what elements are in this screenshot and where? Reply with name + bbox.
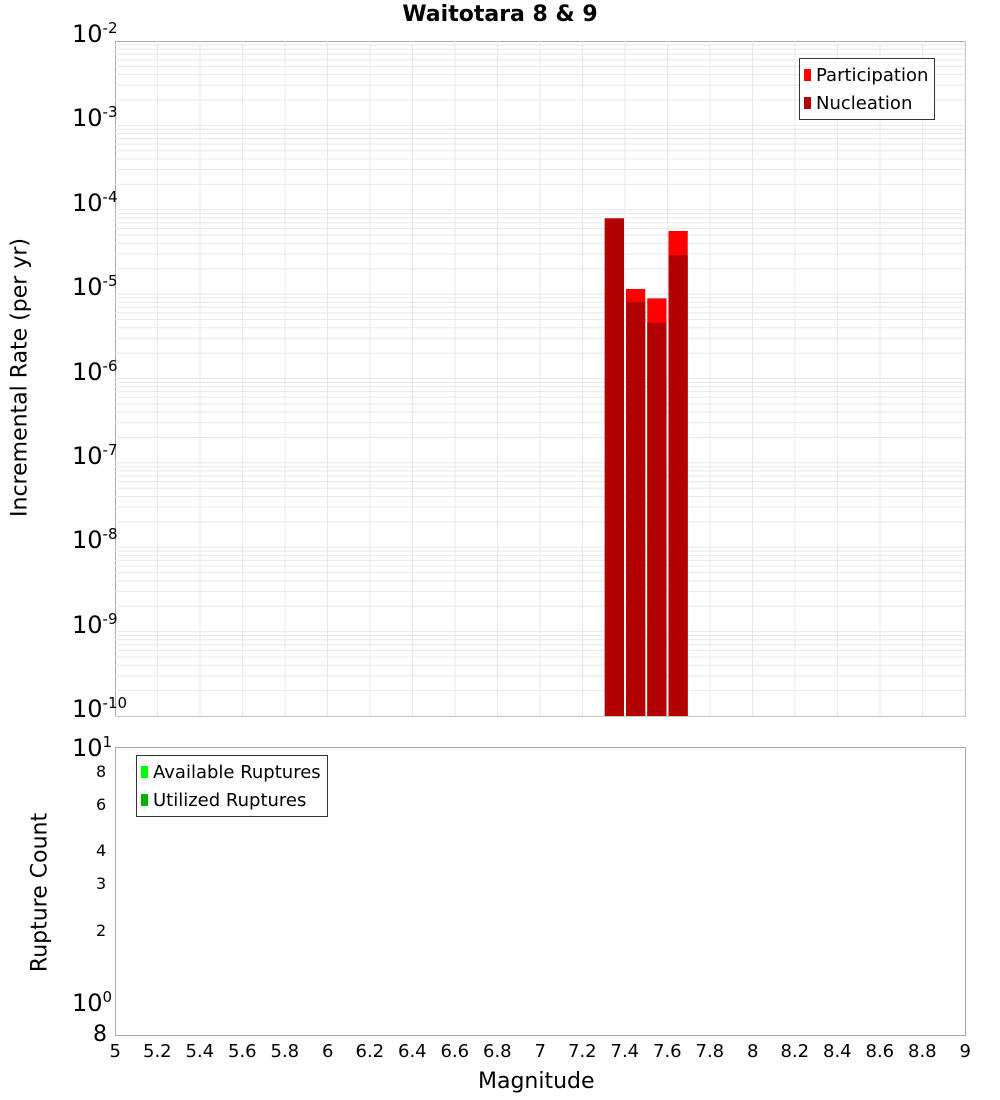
count-y-tick: 100	[72, 987, 113, 1017]
nucleation-bar	[647, 322, 667, 716]
x-tick: 8.6	[865, 1041, 895, 1062]
legend-item-available: Available Ruptures	[141, 758, 321, 786]
rate-y-tick: 10-9	[72, 609, 118, 639]
x-tick: 5.2	[143, 1041, 172, 1062]
rate-y-tick: 10-7	[72, 440, 118, 470]
x-tick: 6.8	[483, 1041, 512, 1062]
x-tick: 5.8	[270, 1041, 300, 1062]
count-y-tick: 8	[96, 762, 107, 782]
x-tick: 5.4	[185, 1041, 215, 1062]
nucleation-bar	[626, 301, 646, 716]
x-tick: 6.4	[398, 1041, 427, 1062]
count-y-tick: 3	[96, 874, 107, 894]
x-tick: 7.2	[568, 1041, 597, 1062]
x-tick: 9	[959, 1041, 971, 1062]
rate-legend: Participation Nucleation	[799, 58, 936, 120]
rate-y-tick: 10-4	[72, 187, 118, 217]
x-tick: 7.6	[653, 1041, 682, 1062]
count-y-tick: 6	[96, 795, 107, 815]
x-tick: 8.2	[780, 1041, 810, 1062]
x-tick: 5.6	[228, 1041, 257, 1062]
rate-y-tick: 10-8	[72, 525, 118, 555]
x-tick: 7.8	[695, 1041, 725, 1062]
x-axis-label: Magnitude	[478, 1069, 595, 1094]
x-tick: 6	[322, 1041, 334, 1062]
available-swatch-icon	[141, 766, 148, 778]
rate-y-tick: 10-3	[72, 103, 118, 133]
legend-item-utilized: Utilized Ruptures	[141, 786, 321, 814]
count-legend: Available Ruptures Utilized Ruptures	[136, 755, 328, 817]
nucleation-bar	[604, 218, 624, 717]
legend-item-nucleation: Nucleation	[804, 89, 928, 117]
count-y-tick: 2	[96, 920, 107, 940]
x-tick: 7	[534, 1041, 546, 1062]
count-y-tick: 8	[93, 1022, 107, 1047]
rate-y-tick: 10-2	[72, 19, 118, 48]
chart-title: Waitotara 8 & 9	[402, 2, 598, 27]
count-y-axis-label: Rupture Count	[27, 812, 53, 973]
rate-y-tick: 10-5	[72, 272, 118, 302]
rate-y-axis-label: Incremental Rate (per yr)	[7, 238, 33, 517]
nucleation-bar	[668, 255, 688, 716]
legend-item-participation: Participation	[804, 61, 928, 89]
x-tick: 7.4	[610, 1041, 640, 1062]
count-y-tick: 101	[72, 733, 113, 762]
x-tick: 6.2	[355, 1041, 385, 1062]
count-y-tick: 4	[96, 841, 107, 861]
rate-y-tick: 10-10	[72, 694, 128, 723]
rate-y-tick: 10-6	[72, 356, 118, 386]
x-tick: 8.8	[908, 1041, 937, 1062]
x-tick: 8.4	[823, 1041, 852, 1062]
x-tick: 5	[109, 1041, 121, 1062]
participation-swatch-icon	[804, 69, 811, 81]
x-tick: 6.6	[440, 1041, 470, 1062]
utilized-swatch-icon	[141, 794, 148, 806]
nucleation-swatch-icon	[804, 97, 811, 109]
x-tick: 8	[747, 1041, 759, 1062]
